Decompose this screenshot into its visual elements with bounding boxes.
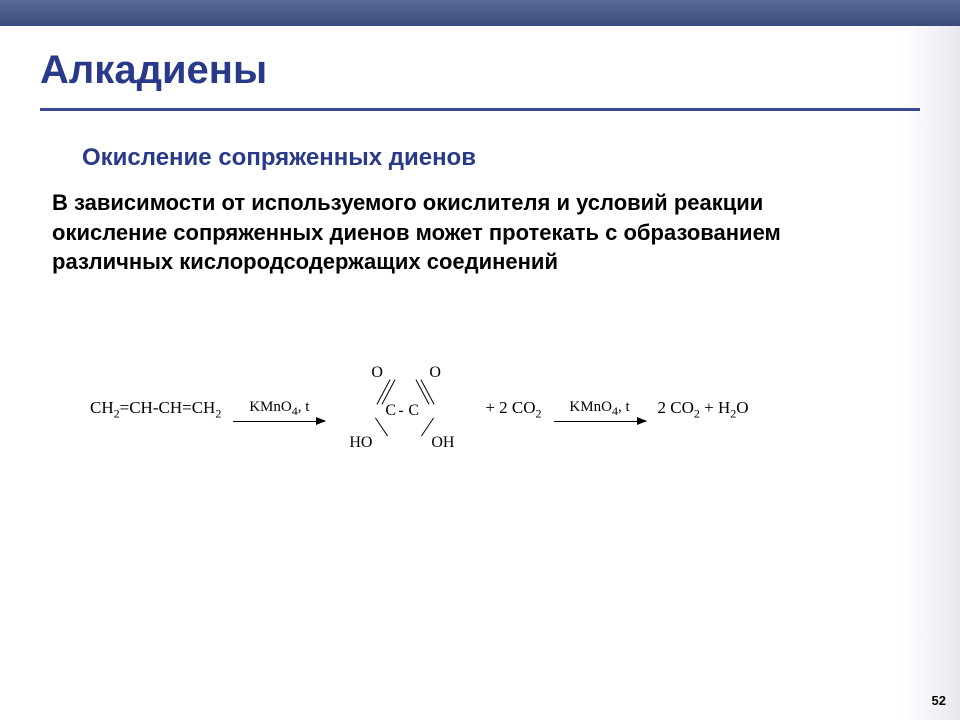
arrow-1-shaft (233, 421, 325, 422)
reactant-butadiene: CH2=CH-CH=CH2 (90, 398, 221, 421)
reaction-arrow-2: KMnO4, t (554, 399, 646, 422)
arrow-2-label: KMnO4, t (569, 399, 629, 419)
product-co2-1: + 2 CO2 (485, 398, 541, 421)
reaction-arrow-1: KMnO4, t (233, 399, 325, 422)
slide: Алкадиены Окисление сопряженных диенов В… (0, 0, 960, 720)
section-subtitle: Окисление сопряженных диенов (82, 144, 476, 172)
page-number: 52 (932, 693, 946, 708)
arrow-2-shaft (554, 421, 646, 422)
slide-title: Алкадиены (40, 48, 267, 93)
product-final: 2 CO2 + H2O (658, 398, 749, 421)
title-rule (40, 108, 920, 111)
arrow-1-label: KMnO4, t (249, 399, 309, 419)
reaction-scheme: CH2=CH-CH=CH2 KMnO4, t O O C - C HO OH +… (90, 350, 900, 470)
product-oxalic-acid: O O C - C HO OH (337, 360, 477, 460)
body-paragraph: В зависимости от используемого окислител… (52, 188, 880, 277)
top-bar (0, 0, 960, 26)
